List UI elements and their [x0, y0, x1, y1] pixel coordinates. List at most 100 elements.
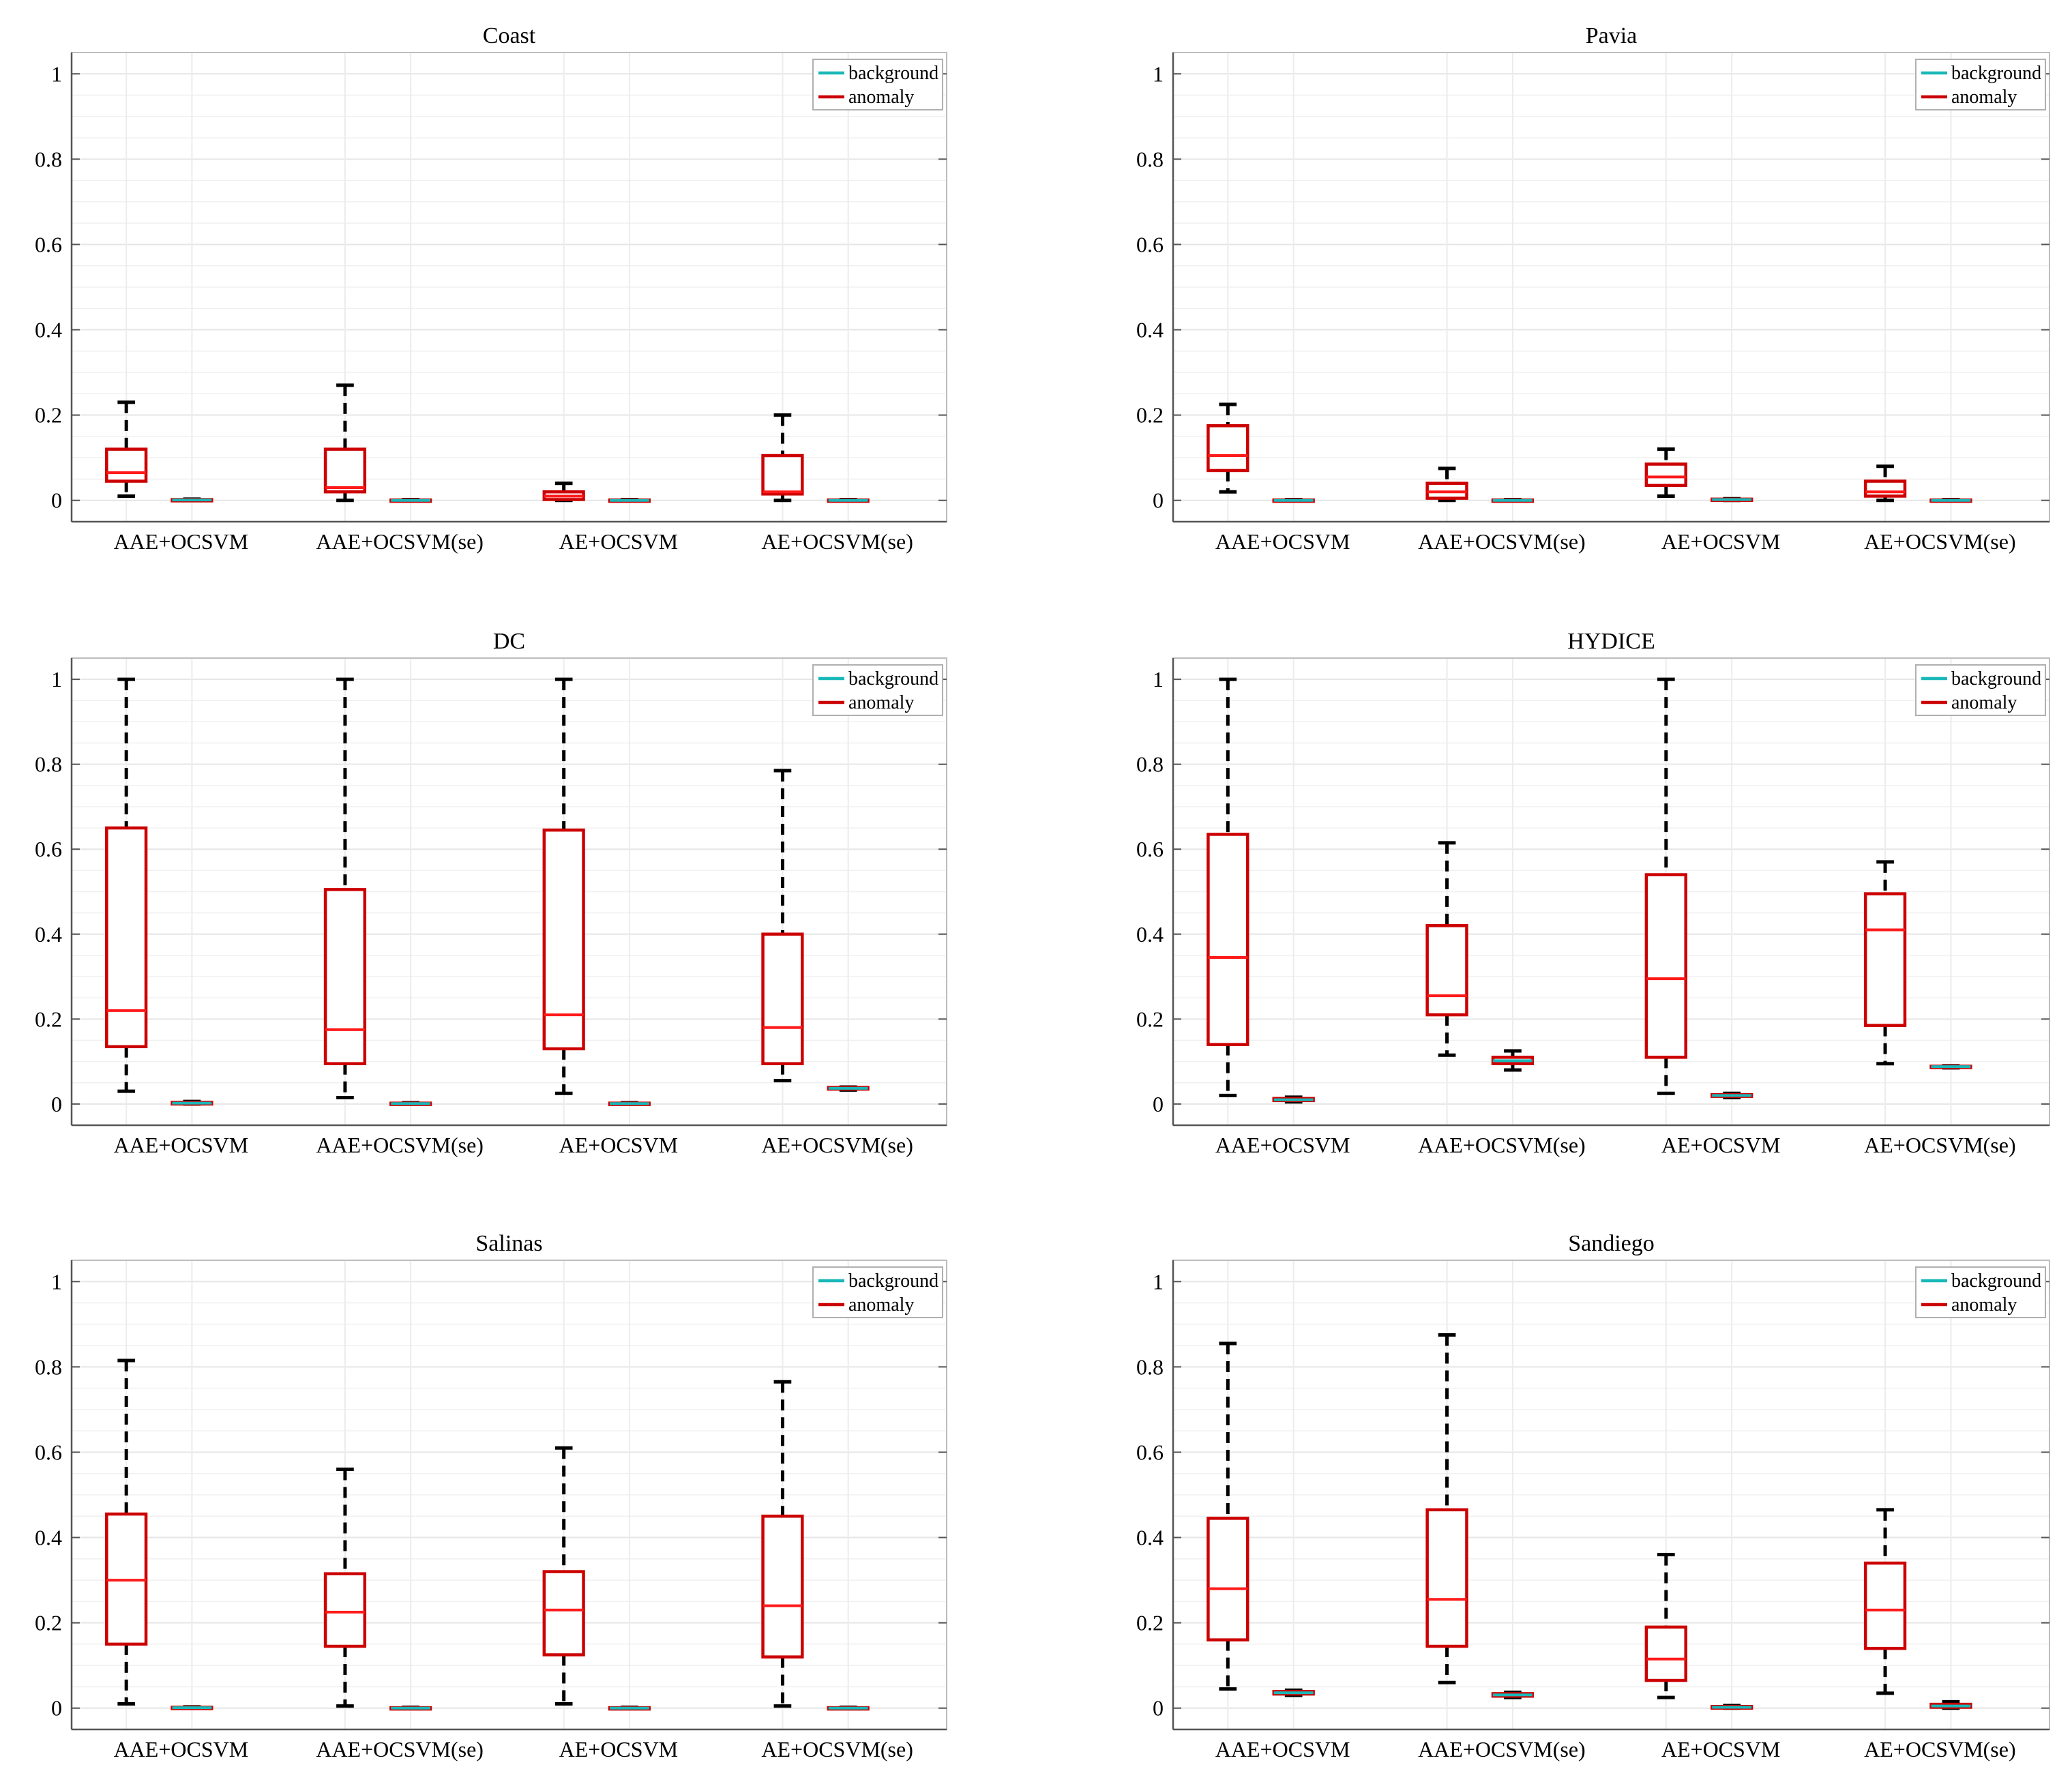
anomaly-box-3 [542, 1446, 585, 1706]
y-tick-label: 0.2 [1136, 1007, 1164, 1031]
background-box-1 [171, 1705, 213, 1710]
background-box-4 [1929, 1699, 1972, 1710]
x-tick-label: AE+OCSVM(se) [1864, 1737, 2015, 1761]
anomaly-box-1 [105, 1358, 148, 1706]
legend-label-anomaly: anomaly [848, 1294, 914, 1315]
x-tick-label: AE+OCSVM [1661, 529, 1781, 554]
iqr-box [1207, 1517, 1249, 1641]
iqr-box [542, 1570, 585, 1656]
y-tick-label: 0.4 [1136, 922, 1164, 947]
x-tick-label: AAE+OCSVM [114, 1133, 249, 1157]
anomaly-box-2 [323, 383, 367, 503]
background-box-3 [608, 1101, 651, 1106]
iqr-box [761, 932, 804, 1065]
anomaly-box-4 [1863, 464, 1907, 503]
legend-box [1915, 59, 2046, 110]
legend: background anomaly [1915, 664, 2046, 716]
y-tick-label: 0.2 [35, 1007, 62, 1031]
x-tick-label: AAE+OCSVM(se) [1418, 529, 1586, 554]
y-tick-label: 0.6 [35, 837, 62, 861]
iqr-box [1207, 424, 1249, 473]
x-tick-label: AAE+OCSVM [1215, 529, 1350, 554]
x-tick-label: AE+OCSVM(se) [761, 529, 913, 554]
y-tick-label: 0.6 [35, 1440, 62, 1464]
legend-label-anomaly: anomaly [1951, 1294, 2017, 1315]
y-tick-label: 1 [51, 1269, 62, 1294]
legend-box [1915, 664, 2046, 716]
y-tick-label: 0.6 [1136, 1440, 1164, 1464]
y-tick-label: 0.8 [1136, 147, 1164, 171]
background-box-2 [389, 1101, 432, 1106]
background-box-3 [1711, 1704, 1753, 1710]
anomaly-box-4 [761, 413, 804, 503]
anomaly-box-3 [1644, 447, 1687, 498]
x-tick-label: AE+OCSVM [559, 529, 679, 554]
panel-sandiego: 0 0.2 0.4 0.6 0.8 1 AAE+OCSVM AAE+OCSVM(se) AE+O… [1136, 1231, 2050, 1761]
anomaly-box-2 [1425, 841, 1468, 1057]
background-box-1 [171, 1099, 213, 1106]
panel-hydice: 0 0.2 0.4 0.6 0.8 1 AAE+OCSVM AAE+OCSVM(se) AE+O… [1136, 629, 2050, 1157]
iqr-box [1863, 479, 1907, 498]
iqr-box [1425, 1508, 1468, 1648]
iqr-box [1425, 924, 1468, 1017]
anomaly-box-1 [1207, 1341, 1249, 1691]
legend-label-background: background [1951, 668, 2041, 689]
y-tick-label: 0.8 [1136, 752, 1164, 777]
x-tick-label: AE+OCSVM(se) [1864, 529, 2015, 554]
x-tick-label: AAE+OCSVM [1215, 1737, 1350, 1761]
x-tick-label: AAE+OCSVM(se) [316, 1133, 484, 1157]
iqr-box [1644, 1625, 1687, 1682]
y-tick-label: 0 [1153, 1092, 1164, 1116]
legend-label-anomaly: anomaly [848, 692, 914, 713]
panel-coast: 0 0.2 0.4 0.6 0.8 1 AAE+OCSVM AAE+OCSVM(se) AE+O… [35, 23, 947, 554]
y-tick-label: 0.4 [1136, 318, 1164, 342]
background-box-3 [1711, 1091, 1753, 1100]
anomaly-box-2 [1425, 1333, 1468, 1684]
x-tick-label: AE+OCSVM(se) [761, 1133, 913, 1157]
y-tick-label: 0.8 [35, 1354, 62, 1379]
y-tick-label: 0.2 [35, 1611, 62, 1635]
y-tick-label: 0.8 [35, 752, 62, 777]
x-tick-label: AE+OCSVM [1661, 1133, 1781, 1157]
y-tick-label: 0 [51, 1696, 62, 1721]
x-tick-label: AAE+OCSVM(se) [1418, 1737, 1586, 1761]
legend-label-background: background [848, 668, 938, 689]
iqr-box [323, 1572, 367, 1648]
background-box-3 [608, 1705, 651, 1711]
anomaly-box-4 [1863, 860, 1907, 1066]
anomaly-box-3 [542, 677, 585, 1095]
panel-salinas: 0 0.2 0.4 0.6 0.8 1 AAE+OCSVM AAE+OCSVM(se) AE+O… [35, 1231, 947, 1761]
legend: background anomaly [812, 664, 943, 716]
background-box-2 [1491, 497, 1535, 503]
y-tick-label: 0.4 [1136, 1526, 1164, 1550]
legend-label-background: background [848, 1270, 938, 1292]
iqr-box [105, 447, 148, 483]
background-box-4 [827, 497, 870, 503]
x-tick-label: AE+OCSVM [559, 1737, 679, 1761]
chart-title: Pavia [1586, 23, 1638, 48]
anomaly-box-3 [1644, 677, 1687, 1095]
y-tick-label: 1 [51, 667, 62, 692]
background-box-4 [1929, 1064, 1972, 1070]
y-tick-label: 0 [51, 1092, 62, 1116]
x-tick-label: AE+OCSVM(se) [761, 1737, 913, 1761]
legend-label-background: background [1951, 63, 2041, 84]
legend-box [1915, 1266, 2046, 1318]
y-tick-label: 0.2 [1136, 403, 1164, 428]
x-tick-label: AAE+OCSVM [1215, 1133, 1350, 1157]
iqr-box [1863, 1561, 1907, 1650]
y-tick-label: 0.4 [35, 922, 62, 947]
background-box-1 [1272, 1095, 1315, 1104]
y-tick-label: 0.6 [1136, 837, 1164, 861]
legend-label-anomaly: anomaly [1951, 692, 2017, 713]
background-box-1 [1272, 1688, 1315, 1697]
y-tick-label: 0.4 [35, 1526, 62, 1550]
y-tick-label: 0.8 [1136, 1354, 1164, 1379]
x-tick-label: AAE+OCSVM(se) [1418, 1133, 1586, 1157]
y-tick-label: 0 [51, 488, 62, 513]
panel-dc: 0 0.2 0.4 0.6 0.8 1 AAE+OCSVM AAE+OCSVM(se) AE+O… [35, 629, 947, 1157]
